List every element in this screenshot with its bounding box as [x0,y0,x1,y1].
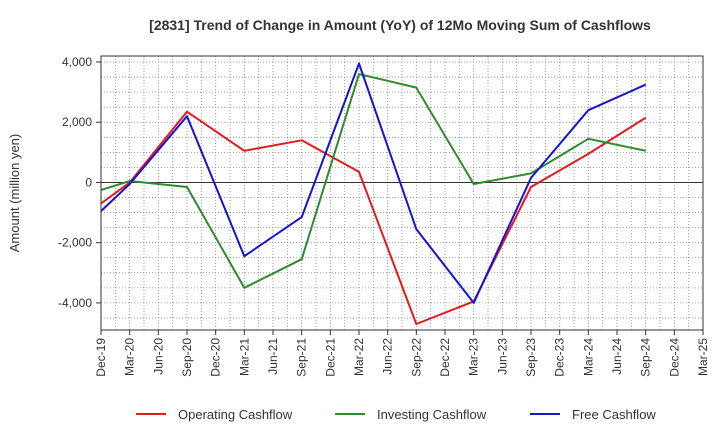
legend-label-operating-cashflow: Operating Cashflow [178,407,293,422]
y-axis-ticks: 4,000 2,000 0 -2,000 -4,000 [58,55,101,310]
x-tick-label: Mar-23 [467,338,481,376]
y-tick-label: 0 [85,175,92,189]
y-tick-label: 2,000 [62,115,92,129]
x-tick-label: Jun-23 [495,338,509,375]
x-axis-ticks: Dec-19 Mar-20 Jun-20 Sep-20 Dec-20 Mar-21 Jun-… [94,330,710,377]
x-tick-label: Mar-25 [696,338,710,376]
x-tick-label: Mar-21 [237,338,251,376]
x-tick-label: Mar-22 [352,338,366,376]
x-tick-label: Dec-24 [667,338,681,377]
x-tick-label: Sep-22 [409,338,423,377]
series-line-investing-cashflow [100,73,646,289]
legend-label-investing-cashflow: Investing Cashflow [377,407,487,422]
y-axis-label: Amount (million yen) [7,134,22,253]
x-tick-label: Mar-24 [581,338,595,376]
x-tick-label: Jun-24 [610,338,624,375]
x-tick-label: Sep-21 [295,338,309,377]
plot-frame [100,55,704,331]
series-line-operating-cashflow [100,110,647,325]
x-tick-label: Sep-23 [524,338,538,377]
series-group [100,62,647,325]
legend-label-free-cashflow: Free Cashflow [572,407,656,422]
x-tick-label: Jun-21 [266,338,280,375]
y-tick-label: 4,000 [62,55,92,69]
x-tick-label: Dec-21 [323,338,337,377]
legend: Operating Cashflow Investing Cashflow Free… [136,407,656,422]
x-tick-label: Jun-20 [151,338,165,375]
x-tick-label: Sep-24 [639,338,653,377]
x-tick-label: Dec-19 [94,338,108,377]
y-tick-label: -4,000 [58,296,92,310]
x-tick-label: Dec-22 [438,338,452,377]
x-tick-label: Dec-23 [553,338,567,377]
y-tick-label: -2,000 [58,236,92,250]
x-tick-label: Dec-20 [209,338,223,377]
x-tick-label: Jun-22 [381,338,395,375]
chart-title: [2831] Trend of Change in Amount (YoY) o… [149,17,651,33]
x-tick-label: Mar-20 [123,338,137,376]
x-tick-label: Sep-20 [180,338,194,377]
series-line-free-cashflow [100,62,647,304]
